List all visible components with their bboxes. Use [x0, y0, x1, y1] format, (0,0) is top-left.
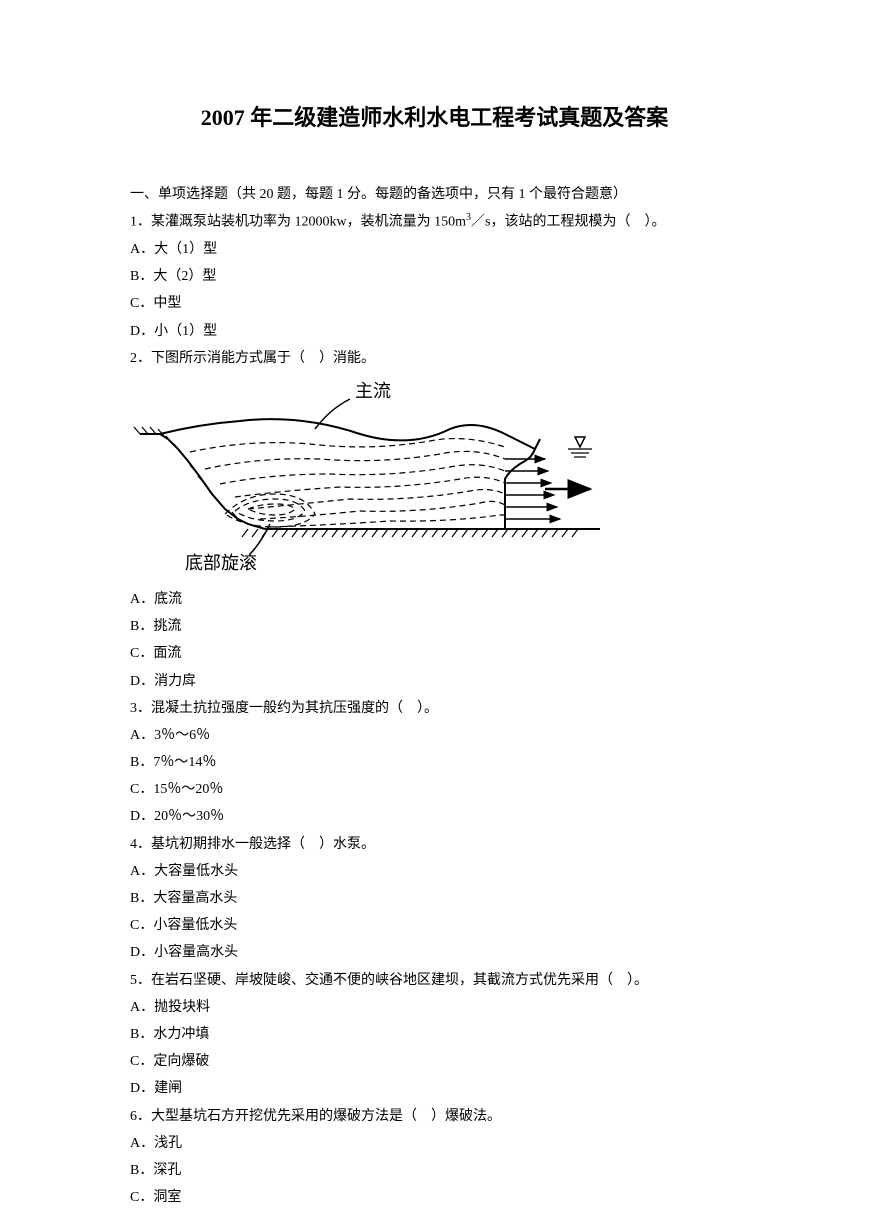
svg-text:底部旋滚: 底部旋滚	[185, 553, 257, 573]
diagram-svg: 主流底部旋滚	[130, 379, 610, 579]
question-5-option-d: D．建闸	[130, 1076, 739, 1101]
question-2-option-d: D．消力戽	[130, 669, 739, 694]
section-header: 一、单项选择题（共 20 题，每题 1 分。每题的备选项中，只有 1 个最符合题…	[130, 182, 739, 207]
svg-text:主流: 主流	[355, 381, 391, 401]
question-3-option-c: C．15％～20％	[130, 777, 739, 802]
question-4-option-a: A．大容量低水头	[130, 859, 739, 884]
question-4-number: 4．	[130, 837, 151, 852]
question-3-option-a: A．3％～6％	[130, 723, 739, 748]
question-2-number: 2．	[130, 351, 151, 366]
question-5-text: 在岩石坚硬、岸坡陡峻、交通不便的峡谷地区建坝，其截流方式优先采用（ ）。	[151, 973, 648, 988]
question-1-number: 1．	[130, 215, 151, 230]
page-title: 2007 年二级建造师水利水电工程考试真题及答案	[130, 100, 739, 132]
question-5-option-b: B．水力冲填	[130, 1022, 739, 1047]
question-6-option-a: A．浅孔	[130, 1131, 739, 1156]
question-4-option-b: B．大容量高水头	[130, 886, 739, 911]
question-4: 4．基坑初期排水一般选择（ ）水泵。	[130, 832, 739, 857]
question-3-option-d: D．20％～30％	[130, 804, 739, 829]
question-5-option-a: A．抛投块料	[130, 995, 739, 1020]
question-1-option-b: B．大（2）型	[130, 264, 739, 289]
question-1-text-before: 某灌溉泵站装机功率为 12000kw，装机流量为 150m	[151, 215, 466, 230]
question-3-number: 3．	[130, 701, 151, 716]
energy-dissipation-diagram: 主流底部旋滚	[130, 379, 630, 579]
question-6-text: 大型基坑石方开挖优先采用的爆破方法是（ ）爆破法。	[151, 1109, 501, 1124]
question-6: 6．大型基坑石方开挖优先采用的爆破方法是（ ）爆破法。	[130, 1104, 739, 1129]
question-6-option-c: C．洞室	[130, 1185, 739, 1210]
question-2-option-c: C．面流	[130, 641, 739, 666]
question-4-option-d: D．小容量高水头	[130, 940, 739, 965]
question-1-option-c: C．中型	[130, 291, 739, 316]
question-3: 3．混凝土抗拉强度一般约为其抗压强度的（ ）。	[130, 696, 739, 721]
question-5-option-c: C．定向爆破	[130, 1049, 739, 1074]
question-2: 2．下图所示消能方式属于（ ）消能。	[130, 346, 739, 371]
question-2-option-a: A．底流	[130, 587, 739, 612]
question-2-option-b: B．挑流	[130, 614, 739, 639]
question-1-option-d: D．小（1）型	[130, 319, 739, 344]
question-6-number: 6．	[130, 1109, 151, 1124]
question-5: 5．在岩石坚硬、岸坡陡峻、交通不便的峡谷地区建坝，其截流方式优先采用（ ）。	[130, 968, 739, 993]
question-3-option-b: B．7％～14％	[130, 750, 739, 775]
question-2-text: 下图所示消能方式属于（ ）消能。	[151, 351, 375, 366]
question-1-option-a: A．大（1）型	[130, 237, 739, 262]
question-5-number: 5．	[130, 973, 151, 988]
question-1: 1．某灌溉泵站装机功率为 12000kw，装机流量为 150m3／s，该站的工程…	[130, 209, 739, 235]
question-4-text: 基坑初期排水一般选择（ ）水泵。	[151, 837, 375, 852]
question-1-text-after: ／s，该站的工程规模为（ ）。	[471, 215, 665, 230]
question-6-option-b: B．深孔	[130, 1158, 739, 1183]
question-4-option-c: C．小容量低水头	[130, 913, 739, 938]
question-3-text: 混凝土抗拉强度一般约为其抗压强度的（ ）。	[151, 701, 438, 716]
